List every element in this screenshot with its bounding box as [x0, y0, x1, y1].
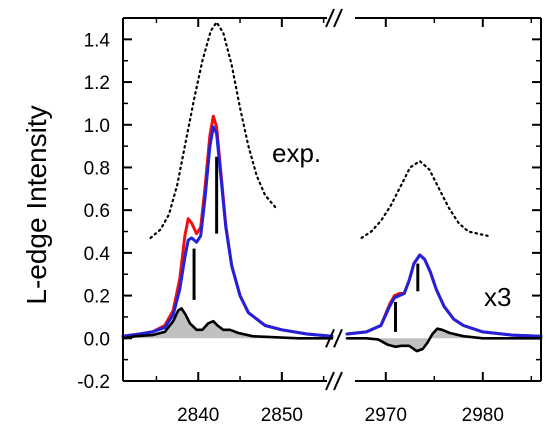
blue-curve-panel-1: [345, 253, 543, 338]
y-tick-label: 0.2: [84, 287, 110, 308]
y-tick-label: 0.0: [84, 329, 110, 350]
x-tick-label: 2850: [261, 405, 303, 426]
black-curve-panel-0: [121, 307, 334, 340]
black-curve-panel-1: [345, 327, 543, 353]
plot-area: [121, 21, 543, 353]
break-mark-2-1: [333, 371, 343, 391]
y-tick-label: -0.2: [77, 372, 110, 393]
y-tick-label: 1.0: [84, 116, 110, 137]
y-ticks: 1.4 1.2 1.0 0.8 0.6 0.4 0.2 0.0 -0.2: [77, 30, 541, 393]
x-tick-label: 2970: [365, 405, 407, 426]
transition-sticks: [192, 156, 420, 332]
x-ticks: 2840 2850 2970 2980: [155, 18, 533, 426]
blue-curve-panel-0: [121, 125, 334, 338]
difference-fill-panel-0: [123, 308, 332, 339]
y-tick-label: 0.8: [84, 158, 110, 179]
annotation-exp: exp.: [272, 138, 321, 168]
axis-breaks: [325, 8, 343, 391]
break-mark-1-0: [325, 328, 335, 348]
y-tick-label: 0.4: [84, 244, 111, 265]
experimental-curve-panel-1: [360, 160, 489, 239]
y-tick-label: 1.4: [84, 30, 111, 51]
x-tick-label: 2840: [177, 405, 219, 426]
y-tick-label: 0.6: [84, 201, 110, 222]
break-mark-1-1: [333, 328, 343, 348]
curves: [121, 21, 543, 353]
break-mark-0-0: [325, 8, 335, 28]
experimental-curve-panel-0: [149, 21, 278, 239]
break-mark-2-0: [325, 371, 335, 391]
red-curve-panel-1: [345, 253, 543, 338]
x-tick-label: 2980: [462, 405, 504, 426]
y-axis-title: L-edge Intensity: [21, 105, 52, 304]
break-mark-0-1: [333, 8, 343, 28]
annotation-x3: x3: [484, 282, 511, 312]
y-tick-label: 1.2: [84, 73, 110, 94]
